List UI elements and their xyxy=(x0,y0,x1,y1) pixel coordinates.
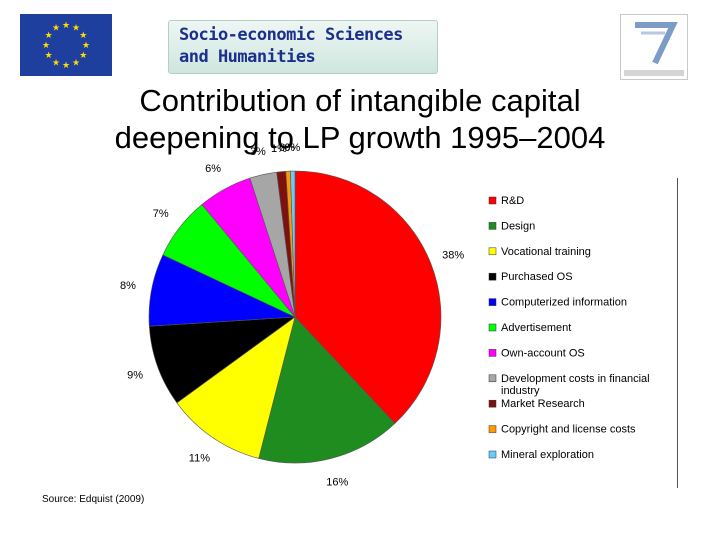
slice-label: 9% xyxy=(127,370,143,382)
ssh-banner-logo: Socio-economic Sciences and Humanities xyxy=(168,20,438,74)
slice-label: 16% xyxy=(326,477,348,489)
legend-label: Computerized information xyxy=(501,297,627,309)
source-note: Source: Edquist (2009) xyxy=(42,494,145,505)
eu-star-icon: ★ xyxy=(79,50,87,60)
eu-star-icon: ★ xyxy=(72,57,80,67)
eu-star-icon: ★ xyxy=(45,30,53,40)
eu-star-icon: ★ xyxy=(79,30,87,40)
legend-swatch xyxy=(488,374,497,383)
eu-star-icon: ★ xyxy=(52,57,60,67)
legend-label: Purchased OS xyxy=(501,271,573,283)
legend-swatch xyxy=(488,298,497,306)
eu-flag-logo: ★ ★ ★ ★ ★ ★ ★ ★ ★ ★ ★ ★ xyxy=(20,14,112,76)
legend-swatch xyxy=(488,323,497,332)
banner-line-1: Socio-economic Sciences xyxy=(179,25,403,45)
legend-swatch xyxy=(488,450,497,459)
slice-label: 1% xyxy=(271,143,287,155)
legend-label: Advertisement xyxy=(501,322,571,334)
fp7-logo xyxy=(620,14,688,80)
pie-slice xyxy=(290,170,296,318)
pie-slice xyxy=(176,316,296,459)
slice-label: 0% xyxy=(279,142,295,154)
eu-star-icon: ★ xyxy=(45,50,53,60)
title-line-2: deepening to LP growth 1995–2004 xyxy=(114,120,606,155)
eu-star-icon: ★ xyxy=(82,40,90,50)
legend-swatch xyxy=(488,425,497,433)
legend-label: Mineral exploration xyxy=(501,449,594,461)
legend-label: Own-account OS xyxy=(501,347,585,359)
pie-slice xyxy=(294,170,442,424)
legend-label: Market Research xyxy=(501,398,585,410)
legend-label: Development costs in financial industry xyxy=(501,373,650,397)
legend-swatch xyxy=(488,247,497,256)
eu-star-icon: ★ xyxy=(72,23,80,33)
legend-swatch xyxy=(488,399,497,408)
legend-swatch xyxy=(488,349,497,357)
legend-label: Copyright and license costs xyxy=(501,424,636,436)
legend-label: Vocational training xyxy=(501,246,591,258)
legend-label: R&D xyxy=(501,195,524,207)
legend-swatch xyxy=(488,222,497,230)
legend-swatch xyxy=(488,196,497,205)
eu-star-icon: ★ xyxy=(52,23,60,33)
slide-title: Contribution of intangible capital deepe… xyxy=(0,82,720,156)
eu-star-icon: ★ xyxy=(62,20,70,30)
pie-slice xyxy=(148,316,297,404)
slice-label: 3% xyxy=(250,146,266,158)
legend-label: Design xyxy=(501,220,535,232)
pie-slice xyxy=(258,316,396,464)
slice-label: 8% xyxy=(120,280,136,292)
slice-label: 6% xyxy=(205,163,221,175)
slice-label: 38% xyxy=(442,249,464,261)
eu-star-icon: ★ xyxy=(62,60,70,70)
slice-label: 7% xyxy=(153,208,169,220)
legend-swatch xyxy=(488,272,497,281)
banner-line-2: and Humanities xyxy=(179,47,316,67)
slice-label: 11% xyxy=(189,453,210,465)
title-line-1: Contribution of intangible capital xyxy=(139,83,581,118)
slice-label: 0% xyxy=(284,142,300,154)
legend-border xyxy=(677,178,678,488)
eu-star-icon: ★ xyxy=(42,40,50,50)
